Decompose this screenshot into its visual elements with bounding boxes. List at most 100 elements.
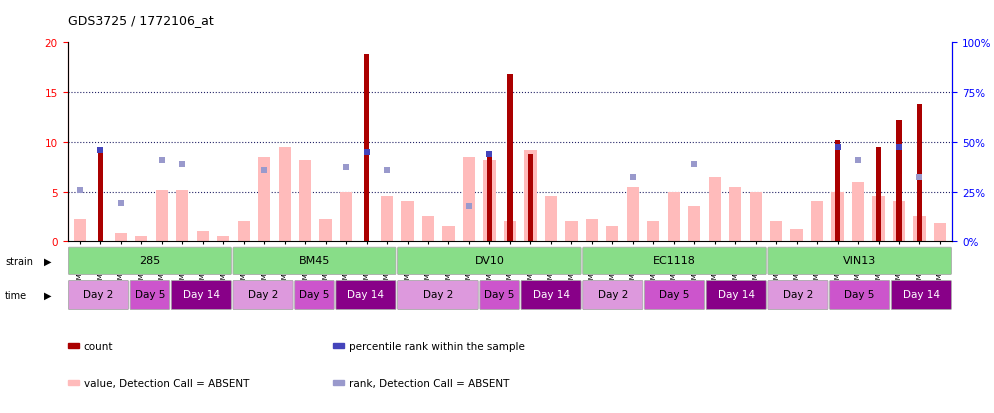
FancyBboxPatch shape — [398, 281, 478, 310]
Bar — [258, 157, 270, 242]
Bar — [545, 197, 557, 242]
Bar — [504, 222, 516, 242]
Bar — [442, 227, 454, 242]
Text: count: count — [83, 341, 113, 351]
Bar — [463, 157, 475, 242]
Bar — [893, 202, 906, 242]
FancyBboxPatch shape — [295, 281, 334, 310]
Text: Day 2: Day 2 — [248, 290, 278, 299]
Bar — [688, 207, 701, 242]
FancyBboxPatch shape — [521, 281, 581, 310]
Bar — [626, 187, 639, 242]
Text: Day 5: Day 5 — [659, 290, 690, 299]
Text: Day 14: Day 14 — [183, 290, 220, 299]
Bar — [381, 197, 394, 242]
Bar — [897, 121, 902, 242]
FancyBboxPatch shape — [480, 281, 520, 310]
Text: Day 5: Day 5 — [845, 290, 875, 299]
Text: EC1118: EC1118 — [653, 256, 696, 266]
Text: Day 14: Day 14 — [903, 290, 940, 299]
Bar — [97, 150, 103, 242]
FancyBboxPatch shape — [706, 281, 766, 310]
Text: Day 14: Day 14 — [718, 290, 754, 299]
Bar — [319, 220, 332, 242]
FancyBboxPatch shape — [644, 281, 705, 310]
Text: Day 14: Day 14 — [533, 290, 570, 299]
Bar — [333, 343, 345, 348]
Bar — [238, 222, 249, 242]
FancyBboxPatch shape — [830, 281, 890, 310]
Bar — [647, 222, 659, 242]
Bar — [156, 190, 168, 242]
Bar — [873, 197, 885, 242]
Text: value, Detection Call = ABSENT: value, Detection Call = ABSENT — [83, 378, 248, 388]
Bar — [729, 187, 742, 242]
Bar — [566, 222, 578, 242]
Bar — [913, 217, 925, 242]
Bar — [299, 160, 311, 242]
Text: ▶: ▶ — [44, 256, 52, 266]
Bar — [585, 220, 598, 242]
FancyBboxPatch shape — [336, 281, 396, 310]
Bar — [217, 237, 230, 242]
Bar — [176, 190, 189, 242]
Text: Day 14: Day 14 — [348, 290, 385, 299]
Bar — [606, 227, 618, 242]
Bar — [68, 343, 80, 348]
Bar — [74, 220, 86, 242]
FancyBboxPatch shape — [892, 281, 951, 310]
Bar — [524, 150, 537, 242]
Bar — [483, 160, 496, 242]
Text: Day 5: Day 5 — [135, 290, 165, 299]
Text: Day 2: Day 2 — [782, 290, 813, 299]
FancyBboxPatch shape — [130, 281, 170, 310]
Text: rank, Detection Call = ABSENT: rank, Detection Call = ABSENT — [349, 378, 509, 388]
Text: Day 5: Day 5 — [299, 290, 330, 299]
Text: strain: strain — [5, 256, 33, 266]
Bar — [528, 154, 533, 242]
Text: 285: 285 — [139, 256, 160, 266]
FancyBboxPatch shape — [69, 248, 232, 275]
Bar — [811, 202, 823, 242]
Bar — [487, 152, 492, 242]
FancyBboxPatch shape — [171, 281, 232, 310]
Bar — [835, 140, 840, 242]
Bar — [749, 192, 761, 242]
Text: VIN13: VIN13 — [843, 256, 877, 266]
Bar — [278, 147, 291, 242]
Text: Day 2: Day 2 — [83, 290, 113, 299]
FancyBboxPatch shape — [69, 281, 128, 310]
Bar — [421, 217, 434, 242]
Bar — [933, 224, 946, 242]
Bar — [197, 232, 209, 242]
FancyBboxPatch shape — [398, 248, 581, 275]
Bar — [831, 192, 844, 242]
Bar — [507, 75, 513, 242]
Bar — [364, 55, 369, 242]
FancyBboxPatch shape — [768, 248, 951, 275]
Bar — [68, 380, 80, 385]
Text: percentile rank within the sample: percentile rank within the sample — [349, 341, 525, 351]
Bar — [114, 234, 127, 242]
FancyBboxPatch shape — [233, 281, 293, 310]
Bar — [135, 237, 147, 242]
Bar — [402, 202, 414, 242]
Bar — [852, 182, 864, 242]
Text: Day 5: Day 5 — [484, 290, 515, 299]
Text: ▶: ▶ — [44, 290, 52, 300]
Text: BM45: BM45 — [299, 256, 330, 266]
Text: GDS3725 / 1772106_at: GDS3725 / 1772106_at — [68, 14, 214, 27]
Text: Day 2: Day 2 — [597, 290, 628, 299]
Text: Day 2: Day 2 — [422, 290, 453, 299]
Bar — [790, 230, 803, 242]
Bar — [340, 192, 352, 242]
FancyBboxPatch shape — [582, 248, 766, 275]
Bar — [916, 105, 922, 242]
Bar — [770, 222, 782, 242]
Bar — [668, 192, 680, 242]
Bar — [333, 380, 345, 385]
FancyBboxPatch shape — [768, 281, 828, 310]
Text: DV10: DV10 — [474, 256, 504, 266]
FancyBboxPatch shape — [582, 281, 643, 310]
Bar — [709, 177, 721, 242]
